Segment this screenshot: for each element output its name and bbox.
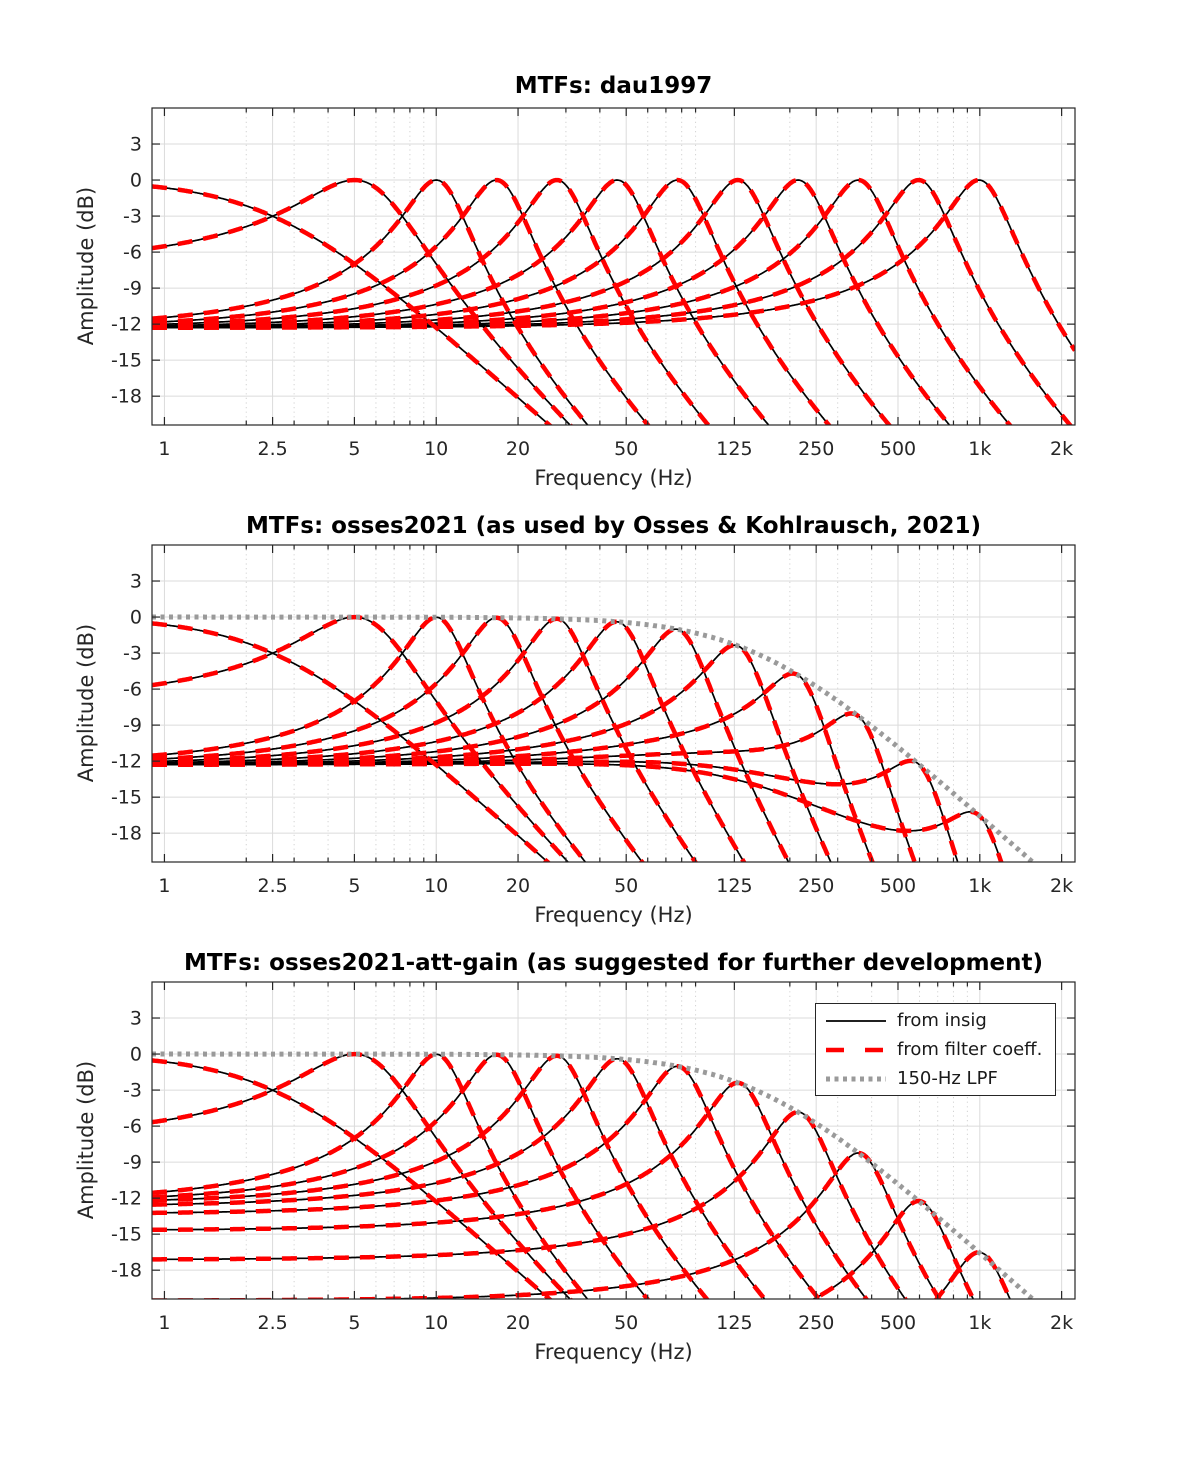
y-tick-label: -12: [111, 751, 142, 773]
x-tick-label: 500: [880, 438, 916, 460]
x-tick-label: 1: [158, 1312, 170, 1334]
y-tick-label: -15: [111, 1224, 142, 1246]
x-tick-label: 20: [506, 438, 530, 460]
x-tick-label: 1k: [968, 438, 991, 460]
y-tick-label: -9: [123, 1152, 142, 1174]
x-tick-label: 500: [880, 1312, 916, 1334]
plot-osses2021-att-gain: 1 2.5 5 10 20 50 125 250 500 1k 2k 3 0 -3 -6 -9 -12 -15 -1…: [111, 981, 1076, 1334]
y-tick-label: -18: [111, 386, 142, 408]
y-tick-label: -12: [111, 1188, 142, 1210]
y-tick-label: -3: [123, 643, 142, 665]
y-tick-label: 3: [130, 1008, 142, 1030]
legend-lpf-dotted-line-icon: [826, 1076, 886, 1081]
y-tick-label: 0: [130, 607, 142, 629]
y-tick-label: -18: [111, 823, 142, 845]
x-tick-label: 250: [798, 875, 834, 897]
y-tick-label: 0: [130, 1044, 142, 1066]
x-tick-label: 1: [158, 875, 170, 897]
y-tick-label: -3: [123, 1080, 142, 1102]
x-tick-label: 10: [424, 1312, 448, 1334]
plot1-xaxis-label: Frequency (Hz): [534, 466, 693, 490]
x-tick-label: 1: [158, 438, 170, 460]
y-tick-label: -3: [123, 206, 142, 228]
y-tick-label: -6: [123, 1116, 142, 1138]
x-tick-label: 1k: [968, 1312, 991, 1334]
x-tick-label: 20: [506, 875, 530, 897]
x-tick-label: 250: [798, 438, 834, 460]
x-tick-label: 250: [798, 1312, 834, 1334]
y-tick-label: -15: [111, 350, 142, 372]
x-tick-label: 50: [614, 438, 638, 460]
plot-osses2021: 1 2.5 5 10 20 50 125 250 500 1k 2k 3 0 -3 -6 -9 -12 -15 -1…: [111, 544, 1076, 897]
x-tick-label: 2k: [1050, 1312, 1073, 1334]
x-tick-label: 125: [716, 1312, 752, 1334]
legend-box: from insig from filter coeff. 150-Hz LPF: [815, 1003, 1056, 1096]
legend-entry-filter-coeff: from filter coeff.: [824, 1035, 1055, 1064]
x-tick-label: 2k: [1050, 875, 1073, 897]
x-tick-label: 20: [506, 1312, 530, 1334]
y-tick-label: -6: [123, 242, 142, 264]
plot2-yaxis-label: Amplitude (dB): [74, 623, 98, 783]
y-tick-label: 3: [130, 571, 142, 593]
legend-label-lpf: 150-Hz LPF: [897, 1068, 998, 1089]
legend-label-filter-coeff: from filter coeff.: [897, 1039, 1043, 1060]
x-tick-label: 5: [348, 875, 360, 897]
legend-entry-insig: from insig: [824, 1006, 1055, 1035]
legend-filter-coeff-dashed-line-icon: [826, 1047, 886, 1052]
x-tick-label: 125: [716, 438, 752, 460]
legend-entry-lpf: 150-Hz LPF: [824, 1064, 1055, 1093]
x-tick-label: 2.5: [257, 1312, 287, 1334]
x-tick-label: 2.5: [257, 438, 287, 460]
x-tick-label: 50: [614, 875, 638, 897]
plot2-title: MTFs: osses2021 (as used by Osses & Kohl…: [246, 513, 981, 539]
x-tick-label: 10: [424, 875, 448, 897]
y-tick-label: -12: [111, 314, 142, 336]
y-tick-label: 0: [130, 170, 142, 192]
plot3-yaxis-label: Amplitude (dB): [74, 1060, 98, 1220]
y-tick-label: -9: [123, 278, 142, 300]
legend-insig-line-icon: [826, 1019, 886, 1022]
plot3-title: MTFs: osses2021-att-gain (as suggested f…: [183, 950, 1044, 976]
y-tick-label: 3: [130, 134, 142, 156]
x-tick-label: 10: [424, 438, 448, 460]
y-tick-label: -15: [111, 787, 142, 809]
legend-label-insig: from insig: [897, 1010, 987, 1031]
plot-dau1997: 1 2.5 5 10 20 50 125 250 500 1k 2k 3 0 -3 -6 -9 -12 -15 -1…: [111, 107, 1076, 460]
x-tick-label: 125: [716, 875, 752, 897]
y-tick-label: -18: [111, 1260, 142, 1282]
x-tick-label: 50: [614, 1312, 638, 1334]
plot1-title: MTFs: dau1997: [514, 73, 713, 99]
plot1-yaxis-label: Amplitude (dB): [74, 186, 98, 346]
x-tick-label: 1k: [968, 875, 991, 897]
x-tick-label: 2k: [1050, 438, 1073, 460]
y-tick-label: -9: [123, 715, 142, 737]
x-tick-label: 5: [348, 1312, 360, 1334]
x-tick-label: 500: [880, 875, 916, 897]
plot3-xaxis-label: Frequency (Hz): [534, 1340, 693, 1364]
y-tick-label: -6: [123, 679, 142, 701]
plot2-xaxis-label: Frequency (Hz): [534, 903, 693, 927]
x-tick-label: 5: [348, 438, 360, 460]
x-tick-label: 2.5: [257, 875, 287, 897]
